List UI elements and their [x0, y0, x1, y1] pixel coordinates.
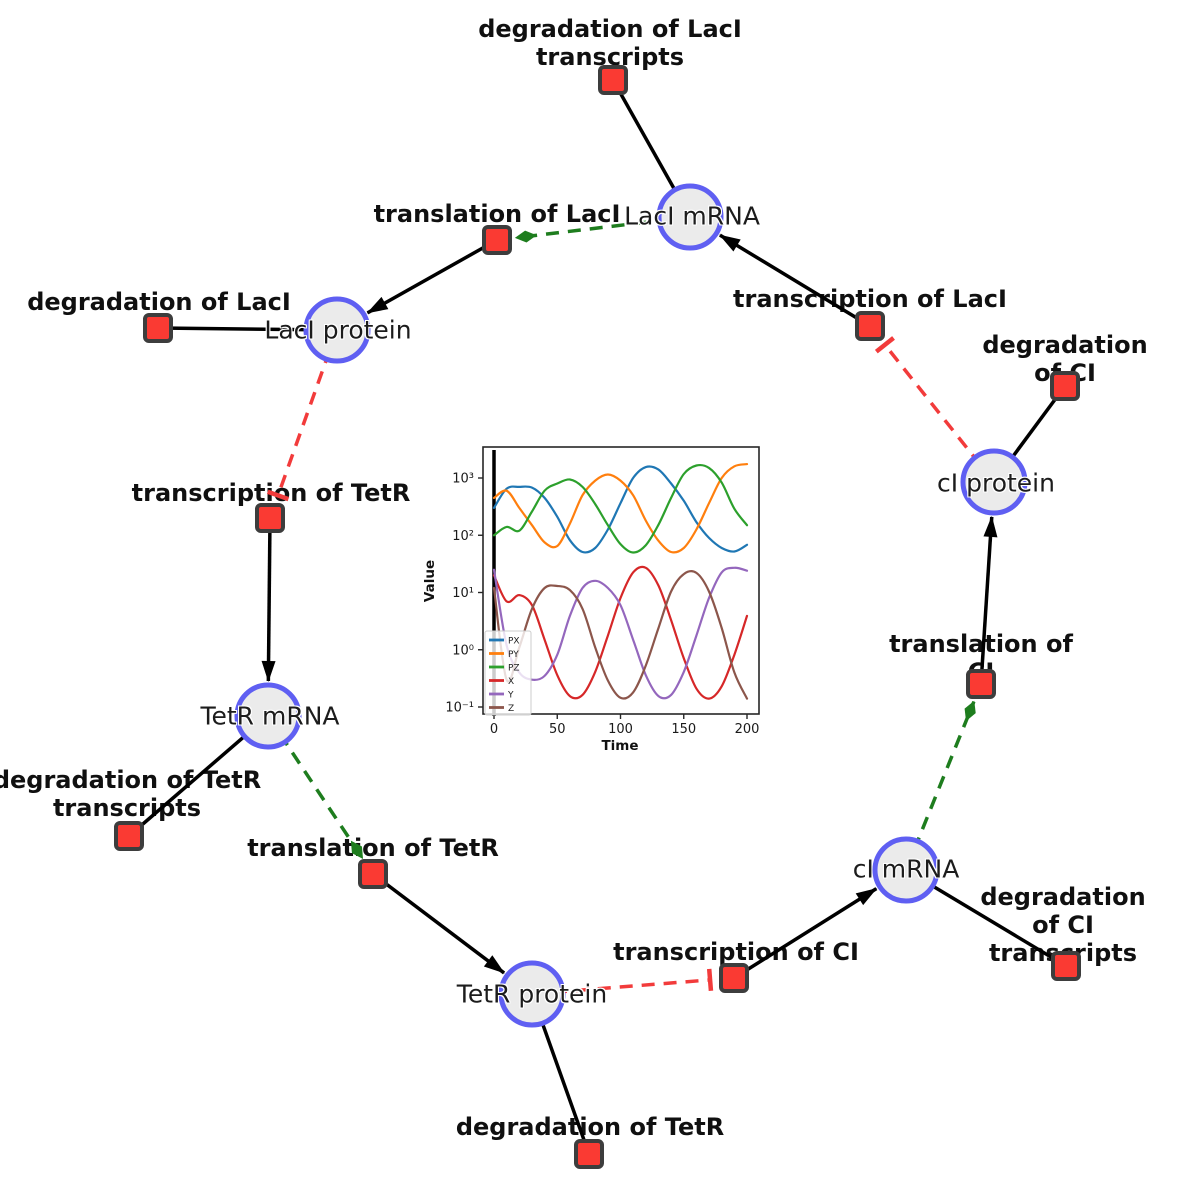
reaction-node-degradation-of-laci-transcripts[interactable]: [598, 65, 628, 95]
edges-layer: [127, 79, 1067, 1155]
label-degradation-of-laci: degradation of LacI: [27, 287, 291, 316]
reaction-node-translation-of-laci[interactable]: [482, 225, 512, 255]
species-node-tetr-mrna[interactable]: [234, 682, 302, 750]
chart-legend-label-PX: PX: [508, 637, 520, 647]
chart-series-X: [492, 565, 749, 700]
chart-legend-label-X: X: [508, 677, 514, 687]
chart-x-tick: 150: [671, 722, 696, 737]
chart-x-tick: 100: [608, 722, 633, 737]
label-translation-of-laci: translation of LacI: [373, 199, 621, 228]
label-translation-of-ci: translation of CI: [889, 629, 1073, 686]
species-node-laci-protein[interactable]: [303, 296, 371, 364]
chart-series-Z: [492, 570, 749, 700]
chart-y-tick: 10⁰: [452, 643, 474, 658]
chart-series-PY: [492, 463, 749, 554]
edge-tx_ci-to-ci_mrna: [733, 887, 878, 980]
reaction-node-transcription-of-laci[interactable]: [855, 311, 885, 341]
chart-y-tick: 10³: [452, 472, 474, 487]
edge-tl_tetr-to-tetr_prot: [371, 872, 506, 975]
species-node-ci-protein[interactable]: [960, 448, 1028, 516]
chart-series-Y: [492, 566, 749, 700]
chart-x-tick: 200: [735, 722, 760, 737]
label-degradation-of-tetr-transcripts: degradation of TetR transcripts: [0, 765, 262, 822]
reaction-node-degradation-of-ci-transcripts[interactable]: [1051, 951, 1081, 981]
label-degradation-of-tetr: degradation of TetR: [455, 1112, 725, 1141]
chart-y-tick: 10⁻¹: [445, 701, 474, 716]
species-node-tetr-protein[interactable]: [498, 960, 566, 1028]
nodes-layer: [114, 65, 1081, 1169]
chart-legend-label-Y: Y: [507, 691, 514, 701]
chart-series-PX: [492, 465, 749, 554]
chart-y-tick: 10²: [452, 529, 474, 544]
edge-tl_ci-to-ci_prot: [979, 515, 998, 685]
chart-x-tick: 50: [549, 722, 566, 737]
chart-legend-label-Z: Z: [508, 704, 514, 714]
reaction-node-transcription-of-tetr[interactable]: [255, 503, 285, 533]
label-transcription-of-laci: transcription of LacI: [733, 284, 1007, 313]
reaction-node-degradation-of-laci[interactable]: [143, 313, 173, 343]
edge-tl_laci-to-laci_prot: [366, 238, 498, 315]
chart-xlabel: Time: [601, 738, 638, 754]
species-node-ci-mrna[interactable]: [872, 836, 940, 904]
reaction-node-degradation-of-tetr-transcripts[interactable]: [114, 821, 144, 851]
chart-legend-label-PY: PY: [508, 650, 519, 660]
reaction-node-translation-of-tetr[interactable]: [358, 859, 388, 889]
inset-chart: 0 50 100 150 200 10³ 10² 10¹ 10⁰ 10⁻¹ PX PY PZ XYZ Ti…: [422, 446, 760, 754]
reaction-node-degradation-of-ci[interactable]: [1050, 371, 1080, 401]
chart-x-tick: 0: [490, 722, 498, 737]
label-translation-of-tetr: translation of TetR: [247, 833, 499, 862]
label-degradation-of-laci-transcripts: degradation of LacI transcripts: [478, 14, 742, 71]
edge-tx_laci-to-laci_mrna: [719, 233, 871, 328]
species-node-laci-mrna[interactable]: [656, 183, 724, 251]
chart-y-tick: 10¹: [452, 586, 474, 601]
reaction-node-translation-of-ci[interactable]: [966, 669, 996, 699]
edge-tx_tetr-to-tetr_mrna: [261, 517, 276, 683]
chart-legend-label-PZ: PZ: [508, 664, 520, 674]
chart-ylabel: Value: [422, 560, 438, 602]
chart-series-PZ: [492, 463, 749, 554]
reaction-node-transcription-of-ci[interactable]: [719, 963, 749, 993]
reaction-node-degradation-of-tetr[interactable]: [574, 1139, 604, 1169]
